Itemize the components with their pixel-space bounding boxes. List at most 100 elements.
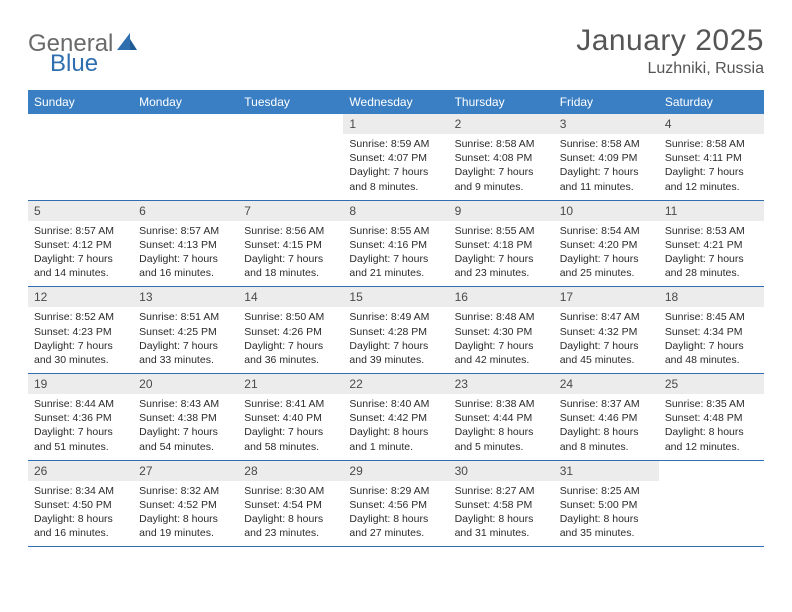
day-number: 30: [449, 461, 554, 481]
calendar-cell: [238, 114, 343, 200]
calendar-cell: 3Sunrise: 8:58 AMSunset: 4:09 PMDaylight…: [554, 114, 659, 200]
day-details: Sunrise: 8:30 AMSunset: 4:54 PMDaylight:…: [238, 481, 343, 547]
day-details: Sunrise: 8:55 AMSunset: 4:16 PMDaylight:…: [343, 221, 448, 287]
weekday-saturday: Saturday: [659, 90, 764, 114]
calendar-row: 26Sunrise: 8:34 AMSunset: 4:50 PMDayligh…: [28, 460, 764, 547]
calendar-cell: 28Sunrise: 8:30 AMSunset: 4:54 PMDayligh…: [238, 460, 343, 547]
day-details: Sunrise: 8:27 AMSunset: 4:58 PMDaylight:…: [449, 481, 554, 547]
day-details: Sunrise: 8:29 AMSunset: 4:56 PMDaylight:…: [343, 481, 448, 547]
calendar-cell: 31Sunrise: 8:25 AMSunset: 5:00 PMDayligh…: [554, 460, 659, 547]
day-number: 3: [554, 114, 659, 134]
day-number: 25: [659, 374, 764, 394]
weekday-wednesday: Wednesday: [343, 90, 448, 114]
day-number: 18: [659, 287, 764, 307]
day-number: 27: [133, 461, 238, 481]
calendar-cell: 5Sunrise: 8:57 AMSunset: 4:12 PMDaylight…: [28, 200, 133, 287]
calendar-cell: 12Sunrise: 8:52 AMSunset: 4:23 PMDayligh…: [28, 287, 133, 374]
calendar-cell: 18Sunrise: 8:45 AMSunset: 4:34 PMDayligh…: [659, 287, 764, 374]
calendar-cell: 17Sunrise: 8:47 AMSunset: 4:32 PMDayligh…: [554, 287, 659, 374]
calendar-row: 5Sunrise: 8:57 AMSunset: 4:12 PMDaylight…: [28, 200, 764, 287]
day-number: 17: [554, 287, 659, 307]
day-number: 8: [343, 201, 448, 221]
calendar-cell: 27Sunrise: 8:32 AMSunset: 4:52 PMDayligh…: [133, 460, 238, 547]
day-details: Sunrise: 8:55 AMSunset: 4:18 PMDaylight:…: [449, 221, 554, 287]
calendar-cell: 15Sunrise: 8:49 AMSunset: 4:28 PMDayligh…: [343, 287, 448, 374]
weekday-monday: Monday: [133, 90, 238, 114]
day-number: 12: [28, 287, 133, 307]
location-subtitle: Luzhniki, Russia: [576, 60, 764, 78]
weekday-thursday: Thursday: [449, 90, 554, 114]
day-details: Sunrise: 8:58 AMSunset: 4:11 PMDaylight:…: [659, 134, 764, 200]
day-number: 26: [28, 461, 133, 481]
day-number: 28: [238, 461, 343, 481]
page-header: General January 2025 Luzhniki, Russia: [28, 24, 764, 78]
calendar-cell: 16Sunrise: 8:48 AMSunset: 4:30 PMDayligh…: [449, 287, 554, 374]
calendar-row: 19Sunrise: 8:44 AMSunset: 4:36 PMDayligh…: [28, 374, 764, 461]
day-details: Sunrise: 8:41 AMSunset: 4:40 PMDaylight:…: [238, 394, 343, 460]
weekday-sunday: Sunday: [28, 90, 133, 114]
calendar-cell: 8Sunrise: 8:55 AMSunset: 4:16 PMDaylight…: [343, 200, 448, 287]
day-number: 4: [659, 114, 764, 134]
day-details: Sunrise: 8:49 AMSunset: 4:28 PMDaylight:…: [343, 307, 448, 373]
calendar-table: Sunday Monday Tuesday Wednesday Thursday…: [28, 90, 764, 547]
day-number: 1: [343, 114, 448, 134]
day-details: Sunrise: 8:57 AMSunset: 4:13 PMDaylight:…: [133, 221, 238, 287]
calendar-cell: 1Sunrise: 8:59 AMSunset: 4:07 PMDaylight…: [343, 114, 448, 200]
day-number: 19: [28, 374, 133, 394]
day-number: 29: [343, 461, 448, 481]
day-details: Sunrise: 8:59 AMSunset: 4:07 PMDaylight:…: [343, 134, 448, 200]
day-details: Sunrise: 8:38 AMSunset: 4:44 PMDaylight:…: [449, 394, 554, 460]
day-number: 6: [133, 201, 238, 221]
calendar-row: 1Sunrise: 8:59 AMSunset: 4:07 PMDaylight…: [28, 114, 764, 200]
day-details: Sunrise: 8:45 AMSunset: 4:34 PMDaylight:…: [659, 307, 764, 373]
calendar-cell: 25Sunrise: 8:35 AMSunset: 4:48 PMDayligh…: [659, 374, 764, 461]
day-details: Sunrise: 8:34 AMSunset: 4:50 PMDaylight:…: [28, 481, 133, 547]
day-details: Sunrise: 8:53 AMSunset: 4:21 PMDaylight:…: [659, 221, 764, 287]
day-number: 9: [449, 201, 554, 221]
calendar-cell: 4Sunrise: 8:58 AMSunset: 4:11 PMDaylight…: [659, 114, 764, 200]
calendar-cell: 19Sunrise: 8:44 AMSunset: 4:36 PMDayligh…: [28, 374, 133, 461]
day-number: 7: [238, 201, 343, 221]
day-details: Sunrise: 8:47 AMSunset: 4:32 PMDaylight:…: [554, 307, 659, 373]
calendar-cell: 20Sunrise: 8:43 AMSunset: 4:38 PMDayligh…: [133, 374, 238, 461]
calendar-cell: [28, 114, 133, 200]
calendar-cell: 10Sunrise: 8:54 AMSunset: 4:20 PMDayligh…: [554, 200, 659, 287]
day-details: Sunrise: 8:40 AMSunset: 4:42 PMDaylight:…: [343, 394, 448, 460]
calendar-cell: 24Sunrise: 8:37 AMSunset: 4:46 PMDayligh…: [554, 374, 659, 461]
day-number: 31: [554, 461, 659, 481]
calendar-cell: 23Sunrise: 8:38 AMSunset: 4:44 PMDayligh…: [449, 374, 554, 461]
calendar-cell: [133, 114, 238, 200]
day-number: 2: [449, 114, 554, 134]
weekday-friday: Friday: [554, 90, 659, 114]
calendar-cell: 7Sunrise: 8:56 AMSunset: 4:15 PMDaylight…: [238, 200, 343, 287]
brand-text-blue: Blue: [50, 50, 98, 78]
day-number: 15: [343, 287, 448, 307]
day-number: 23: [449, 374, 554, 394]
day-number: 16: [449, 287, 554, 307]
day-details: Sunrise: 8:58 AMSunset: 4:08 PMDaylight:…: [449, 134, 554, 200]
day-details: Sunrise: 8:56 AMSunset: 4:15 PMDaylight:…: [238, 221, 343, 287]
day-number: 11: [659, 201, 764, 221]
day-number: 21: [238, 374, 343, 394]
day-details: Sunrise: 8:25 AMSunset: 5:00 PMDaylight:…: [554, 481, 659, 547]
weekday-tuesday: Tuesday: [238, 90, 343, 114]
day-details: Sunrise: 8:52 AMSunset: 4:23 PMDaylight:…: [28, 307, 133, 373]
day-details: Sunrise: 8:48 AMSunset: 4:30 PMDaylight:…: [449, 307, 554, 373]
day-number: 22: [343, 374, 448, 394]
day-number: 14: [238, 287, 343, 307]
calendar-row: 12Sunrise: 8:52 AMSunset: 4:23 PMDayligh…: [28, 287, 764, 374]
day-details: Sunrise: 8:44 AMSunset: 4:36 PMDaylight:…: [28, 394, 133, 460]
calendar-cell: 22Sunrise: 8:40 AMSunset: 4:42 PMDayligh…: [343, 374, 448, 461]
calendar-cell: 9Sunrise: 8:55 AMSunset: 4:18 PMDaylight…: [449, 200, 554, 287]
day-details: Sunrise: 8:54 AMSunset: 4:20 PMDaylight:…: [554, 221, 659, 287]
day-number: 5: [28, 201, 133, 221]
title-block: January 2025 Luzhniki, Russia: [576, 24, 764, 78]
calendar-cell: [659, 460, 764, 547]
calendar-cell: 11Sunrise: 8:53 AMSunset: 4:21 PMDayligh…: [659, 200, 764, 287]
day-details: Sunrise: 8:37 AMSunset: 4:46 PMDaylight:…: [554, 394, 659, 460]
calendar-cell: 29Sunrise: 8:29 AMSunset: 4:56 PMDayligh…: [343, 460, 448, 547]
day-details: Sunrise: 8:57 AMSunset: 4:12 PMDaylight:…: [28, 221, 133, 287]
day-details: Sunrise: 8:32 AMSunset: 4:52 PMDaylight:…: [133, 481, 238, 547]
day-number: 20: [133, 374, 238, 394]
day-number: 10: [554, 201, 659, 221]
